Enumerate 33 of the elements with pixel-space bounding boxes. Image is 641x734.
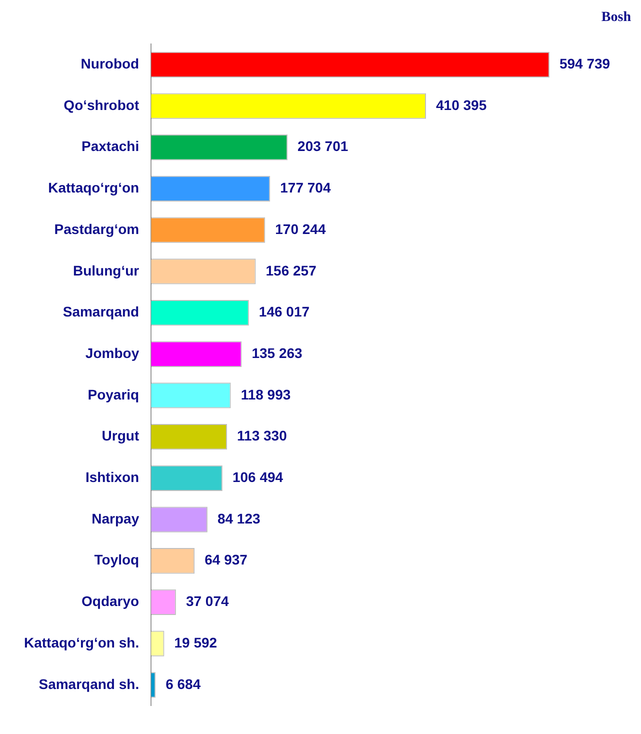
- y-tick-label: Kattaqo‘rg‘on: [48, 180, 140, 196]
- data-label: 177 704: [280, 180, 331, 196]
- data-label: 135 263: [252, 344, 303, 361]
- y-tick-label: Paxtachi: [82, 138, 140, 154]
- y-tick-label: Toyloq: [94, 552, 140, 568]
- data-label: 170 244: [275, 220, 326, 237]
- y-tick-label: Poyariq: [88, 386, 140, 402]
- data-label: 19 592: [174, 634, 218, 650]
- y-tick-label: Urgut: [102, 428, 140, 444]
- y-tick-label: Ishtixon: [85, 469, 140, 486]
- y-tick-label: Nurobod: [80, 56, 140, 72]
- data-label: 146 017: [258, 304, 310, 320]
- data-label: 37 074: [186, 593, 229, 610]
- data-label: 118 993: [240, 386, 291, 402]
- data-label: 84 123: [217, 510, 260, 526]
- y-tick-label: Narpay: [92, 510, 140, 526]
- y-tick-label: Qo‘shrobot: [64, 96, 140, 113]
- data-label: 203 701: [298, 138, 348, 154]
- data-label: 106 494: [232, 469, 284, 486]
- y-tick-label: Pastdarg‘om: [54, 220, 140, 237]
- y-tick-label: Oqdaryo: [82, 593, 140, 610]
- y-tick-label: Bulung‘ur: [73, 262, 140, 278]
- y-tick-label: Jomboy: [85, 344, 140, 361]
- text: Bosh: [601, 10, 631, 26]
- data-label: 410 395: [436, 96, 487, 113]
- data-label: 113 330: [237, 428, 288, 444]
- data-label: 594 739: [559, 56, 610, 72]
- data-label: 156 257: [266, 262, 317, 278]
- data-label: 6 684: [166, 676, 201, 692]
- y-tick-label: Kattaqo‘rg‘on sh.: [24, 634, 140, 650]
- y-tick-label: Samarqand: [62, 304, 140, 320]
- data-label: 64 937: [204, 552, 248, 568]
- y-tick-label: Samarqand sh.: [38, 676, 140, 692]
